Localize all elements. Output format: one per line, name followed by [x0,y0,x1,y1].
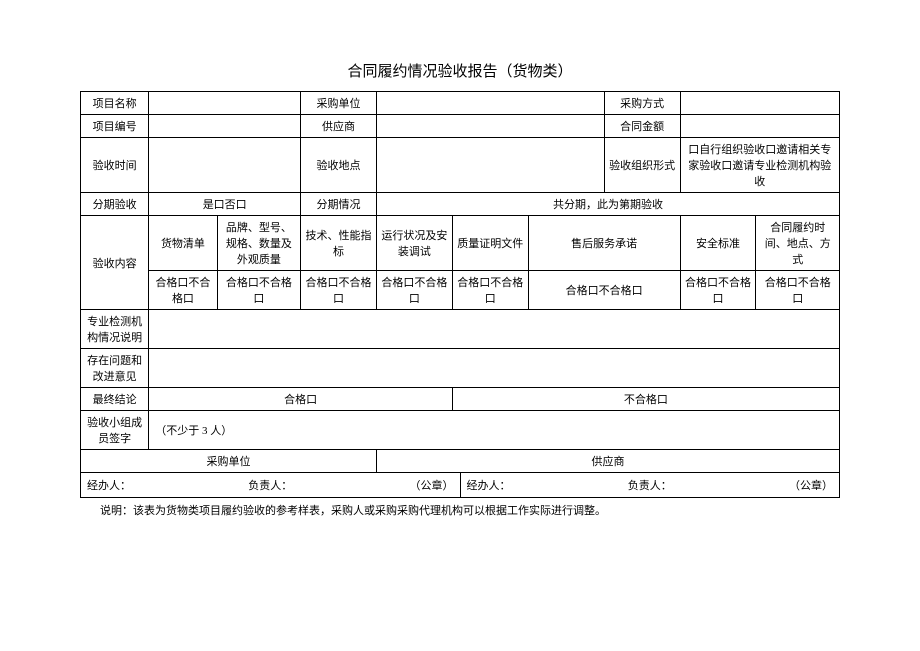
value-accept-time [149,138,301,193]
label-accept-time: 验收时间 [81,138,149,193]
col-header-6: 售后服务承诺 [528,216,680,271]
passfail-6: 合格口不合格口 [528,271,680,310]
responsible-right: 负责人： [628,477,672,493]
value-supplier [376,115,604,138]
label-purchase-unit: 采购单位 [301,92,377,115]
value-purchase-method [680,92,839,115]
label-project-no: 项目编号 [81,115,149,138]
signature-right: 经办人： 负责人： （公章） [461,473,840,497]
footer-purchase-unit: 采购单位 [81,450,377,473]
passfail-5: 合格口不合格口 [452,271,528,310]
value-phase-yesno: 是口否口 [149,193,301,216]
footer-supplier: 供应商 [376,450,839,473]
value-accept-place [376,138,604,193]
passfail-8: 合格口不合格口 [756,271,840,310]
col-header-1: 货物清单 [149,216,217,271]
passfail-2: 合格口不合格口 [217,271,300,310]
value-issues [149,349,840,388]
footer-note: 说明：该表为货物类项目履约验收的参考样表，采购人或采购采购代理机构可以根据工作实… [80,502,840,518]
seal-left: （公章） [410,477,454,493]
col-header-3: 技术、性能指标 [301,216,377,271]
value-pass: 合格口 [149,388,453,411]
document-title: 合同履约情况验收报告（货物类） [80,60,840,81]
value-project-no [149,115,301,138]
value-project-name [149,92,301,115]
label-accept-content: 验收内容 [81,216,149,310]
signature-row: 经办人： 负责人： （公章） 经办人： 负责人： （公章） [80,473,840,498]
label-final-conclusion: 最终结论 [81,388,149,411]
label-issues: 存在问题和改进意见 [81,349,149,388]
label-contract-amount: 合同金额 [604,115,680,138]
value-purchase-unit [376,92,604,115]
value-contract-amount [680,115,839,138]
label-team-sign: 验收小组成员签字 [81,411,149,450]
label-pro-org-desc: 专业检测机构情况说明 [81,310,149,349]
col-header-5: 质量证明文件 [452,216,528,271]
label-accept-org-form: 验收组织形式 [604,138,680,193]
col-header-8: 合同履约时间、地点、方式 [756,216,840,271]
value-team-sign: （不少于 3 人） [149,411,840,450]
main-table: 项目名称 采购单位 采购方式 项目编号 供应商 合同金额 验收时间 验收地点 验… [80,91,840,473]
value-pro-org-desc [149,310,840,349]
signature-left: 经办人： 负责人： （公章） [81,473,461,497]
label-supplier: 供应商 [301,115,377,138]
passfail-4: 合格口不合格口 [376,271,452,310]
label-accept-place: 验收地点 [301,138,377,193]
handler-right: 经办人： [467,477,511,493]
passfail-7: 合格口不合格口 [680,271,756,310]
label-phase-status: 分期情况 [301,193,377,216]
passfail-3: 合格口不合格口 [301,271,377,310]
value-phase-text: 共分期，此为第期验收 [376,193,839,216]
seal-right: （公章） [789,477,833,493]
value-fail: 不合格口 [452,388,839,411]
col-header-4: 运行状况及安装调试 [376,216,452,271]
handler-left: 经办人： [87,477,131,493]
col-header-2: 品牌、型号、规格、数量及外观质量 [217,216,300,271]
label-project-name: 项目名称 [81,92,149,115]
label-phase-accept: 分期验收 [81,193,149,216]
passfail-1: 合格口不合格口 [149,271,217,310]
responsible-left: 负责人： [248,477,292,493]
value-accept-org-form: 口自行组织验收口邀请相关专家验收口邀请专业检测机构验收 [680,138,839,193]
label-purchase-method: 采购方式 [604,92,680,115]
col-header-7: 安全标准 [680,216,756,271]
